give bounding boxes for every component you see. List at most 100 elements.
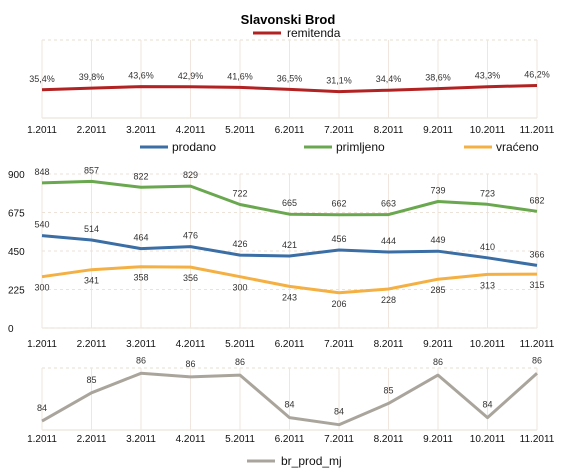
data-label: 366 [529, 249, 544, 259]
y-tick-label: 225 [8, 286, 25, 297]
data-label: 228 [381, 295, 396, 305]
data-label: 31,1% [326, 76, 352, 86]
x-tick-label: 9.2011 [423, 434, 453, 445]
x-tick-label: 4.2011 [176, 339, 206, 350]
data-label: 86 [532, 355, 542, 365]
data-label: 43,6% [128, 71, 154, 81]
data-label: 476 [183, 231, 198, 241]
data-label: 444 [381, 236, 396, 246]
y-tick-label: 900 [8, 170, 25, 181]
data-label: 341 [84, 276, 99, 286]
data-label: 85 [383, 385, 393, 395]
data-label: 86 [235, 357, 245, 367]
x-tick-label: 6.2011 [275, 339, 305, 350]
x-tick-label: 10.2011 [470, 434, 506, 445]
x-tick-label: 10.2011 [470, 125, 506, 136]
data-label: 662 [331, 199, 346, 209]
data-label: 665 [282, 198, 297, 208]
data-label: 848 [34, 167, 49, 177]
data-label: 206 [331, 299, 346, 309]
data-label: 540 [34, 220, 49, 230]
chart-title: Slavonski Brod [241, 12, 336, 27]
data-label: 410 [480, 242, 495, 252]
data-label: 41,6% [227, 71, 253, 81]
data-label: 35,4% [29, 74, 55, 84]
data-label: 85 [86, 375, 96, 385]
x-tick-label: 2.2011 [77, 125, 107, 136]
data-label: 38,6% [425, 73, 451, 83]
data-label: 723 [480, 188, 495, 198]
x-tick-label: 4.2011 [176, 125, 206, 136]
x-tick-label: 11.2011 [520, 434, 555, 445]
series-line-br_prod_mj [41, 371, 539, 427]
x-tick-label: 4.2011 [176, 434, 206, 445]
legend-label: br_prod_mj [281, 454, 342, 468]
legend-label: primljeno [336, 140, 385, 154]
series-line-primljeno [41, 179, 538, 217]
x-tick-label: 7.2011 [324, 125, 354, 136]
data-label: 243 [282, 292, 297, 302]
data-label: 449 [430, 235, 445, 245]
x-tick-label: 3.2011 [126, 125, 156, 136]
x-tick-label: 6.2011 [275, 125, 305, 136]
data-label: 42,9% [178, 71, 204, 81]
x-tick-label: 2.2011 [77, 434, 107, 445]
data-label: 34,4% [376, 74, 402, 84]
series-line-vraćeno [41, 265, 538, 295]
x-tick-label: 11.2011 [520, 339, 555, 350]
legend-label: remitenda [287, 26, 341, 40]
x-tick-label: 1.2011 [27, 434, 57, 445]
data-label: 358 [133, 273, 148, 283]
x-tick-label: 5.2011 [225, 434, 255, 445]
data-label: 829 [183, 170, 198, 180]
data-label: 86 [433, 357, 443, 367]
data-label: 421 [282, 240, 297, 250]
series-line-remitenda [41, 84, 538, 94]
x-tick-label: 8.2011 [374, 434, 404, 445]
data-label: 43,3% [475, 71, 501, 81]
data-label: 86 [185, 359, 195, 369]
series-line-prodano [41, 234, 538, 267]
y-tick-label: 0 [8, 324, 14, 335]
x-tick-label: 8.2011 [374, 339, 404, 350]
data-label: 86 [136, 355, 146, 365]
data-label: 739 [430, 186, 445, 196]
data-label: 682 [529, 195, 544, 205]
x-tick-label: 11.2011 [520, 125, 555, 136]
data-label: 426 [232, 239, 247, 249]
x-tick-label: 9.2011 [423, 125, 453, 136]
x-tick-label: 6.2011 [275, 434, 305, 445]
x-tick-label: 7.2011 [324, 434, 354, 445]
data-label: 300 [34, 283, 49, 293]
x-tick-label: 10.2011 [470, 339, 506, 350]
data-label: 663 [381, 199, 396, 209]
y-tick-label: 450 [8, 247, 25, 258]
x-tick-label: 2.2011 [77, 339, 107, 350]
data-label: 822 [133, 171, 148, 181]
x-tick-label: 5.2011 [225, 339, 255, 350]
data-label: 722 [232, 188, 247, 198]
x-tick-label: 1.2011 [27, 339, 57, 350]
x-tick-label: 1.2011 [27, 125, 57, 136]
data-label: 39,8% [79, 72, 105, 82]
data-label: 84 [37, 403, 47, 413]
data-label: 84 [284, 400, 294, 410]
x-tick-label: 3.2011 [126, 434, 156, 445]
x-tick-label: 8.2011 [374, 125, 404, 136]
legend-label: prodano [172, 140, 216, 154]
data-label: 285 [430, 285, 445, 295]
data-label: 313 [480, 280, 495, 290]
x-tick-label: 3.2011 [126, 339, 156, 350]
data-label: 456 [331, 234, 346, 244]
data-label: 84 [482, 400, 492, 410]
data-label: 464 [133, 233, 148, 243]
data-label: 36,5% [277, 73, 303, 83]
data-label: 857 [84, 165, 99, 175]
data-label: 46,2% [524, 70, 550, 80]
x-tick-label: 7.2011 [324, 339, 354, 350]
data-label: 315 [529, 280, 544, 290]
data-label: 514 [84, 224, 99, 234]
data-label: 300 [232, 283, 247, 293]
data-label: 356 [183, 273, 198, 283]
